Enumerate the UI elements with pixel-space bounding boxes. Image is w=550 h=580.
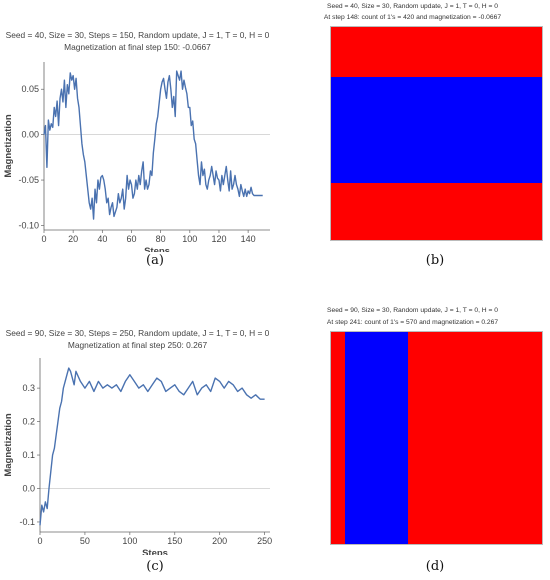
x-tick-label: 250 [257,536,272,546]
x-tick-label: 0 [37,536,42,546]
panel-d: Seed = 90, Size = 30, Random update, J =… [275,300,550,580]
x-tick-label: 200 [212,536,227,546]
y-tick-label: 0.2 [22,417,35,427]
x-tick-label: 0 [41,234,46,244]
y-tick-label: 0.1 [22,450,35,460]
caption-b: (b) [425,253,445,268]
panel-b: Seed = 40, Size = 30, Random update, J =… [275,0,550,270]
x-tick-label: 60 [126,234,136,244]
x-tick-label: 100 [182,234,197,244]
x-tick-label: 40 [97,234,107,244]
chart-a-title-line1: Seed = 40, Size = 30, Steps = 150, Rando… [5,30,270,40]
grid-d-title-line2: At step 241: count of 1's = 570 and magn… [326,319,499,326]
x-tick-label: 80 [156,234,166,244]
spin-grid-d [330,331,543,545]
y-tick-label: 0.3 [22,383,35,393]
chart-a-title-line2: Magnetization at final step 150: -0.0667 [64,42,211,52]
series-line [43,70,263,220]
y-tick-label: -0.10 [18,220,39,230]
x-tick-label: 150 [167,536,182,546]
caption-a: (a) [146,253,164,268]
spin-up-band [331,332,346,544]
x-tick-label: 100 [122,536,137,546]
y-tick-label: -0.05 [18,175,39,185]
chart-c-title-line2: Magnetization at final step 250: 0.267 [67,340,208,350]
y-axis-label: Magnetization [3,114,14,178]
grid-d-title-line1: Seed = 90, Size = 30, Random update, J =… [327,307,498,314]
spin-down-band [345,332,409,544]
panel-a: Seed = 40, Size = 30, Steps = 150, Rando… [0,0,275,270]
x-axis-label: Steps [142,548,168,555]
spin-grid-b [330,26,543,241]
grid-b-title-line1: Seed = 40, Size = 30, Random update, J =… [327,3,498,10]
panel-c: Seed = 90, Size = 30, Steps = 250, Rando… [0,300,275,580]
y-tick-label: -0.1 [19,517,35,527]
grid-b-title-line2: At step 148: count of 1's = 420 and magn… [323,14,502,21]
x-tick-label: 20 [68,234,78,244]
spin-up-band [331,183,542,240]
y-tick-label: 0.00 [21,130,39,140]
spin-down-band [331,76,542,184]
series-line [39,367,265,526]
spin-up-band [408,332,542,544]
x-tick-label: 140 [241,234,256,244]
caption-c: (c) [146,559,164,574]
x-tick-label: 50 [80,536,90,546]
x-tick-label: 120 [211,234,226,244]
y-axis-label: Magnetization [3,413,14,477]
chart-c-title-line1: Seed = 90, Size = 30, Steps = 250, Rando… [5,328,270,338]
chart-a: 0 20 40 60 80 100 120 140 -0.10 -0.05 0.00 0.05 Step… [3,62,270,252]
y-tick-label: 0.05 [21,84,39,94]
chart-c: 0 50 100 150 200 250 -0.1 0.0 0.1 0.2 0.3 Steps Magn… [3,358,272,555]
spin-up-band [331,27,542,77]
x-axis-label: Steps [144,246,170,252]
y-tick-label: 0.0 [22,484,35,494]
caption-d: (d) [425,559,445,574]
